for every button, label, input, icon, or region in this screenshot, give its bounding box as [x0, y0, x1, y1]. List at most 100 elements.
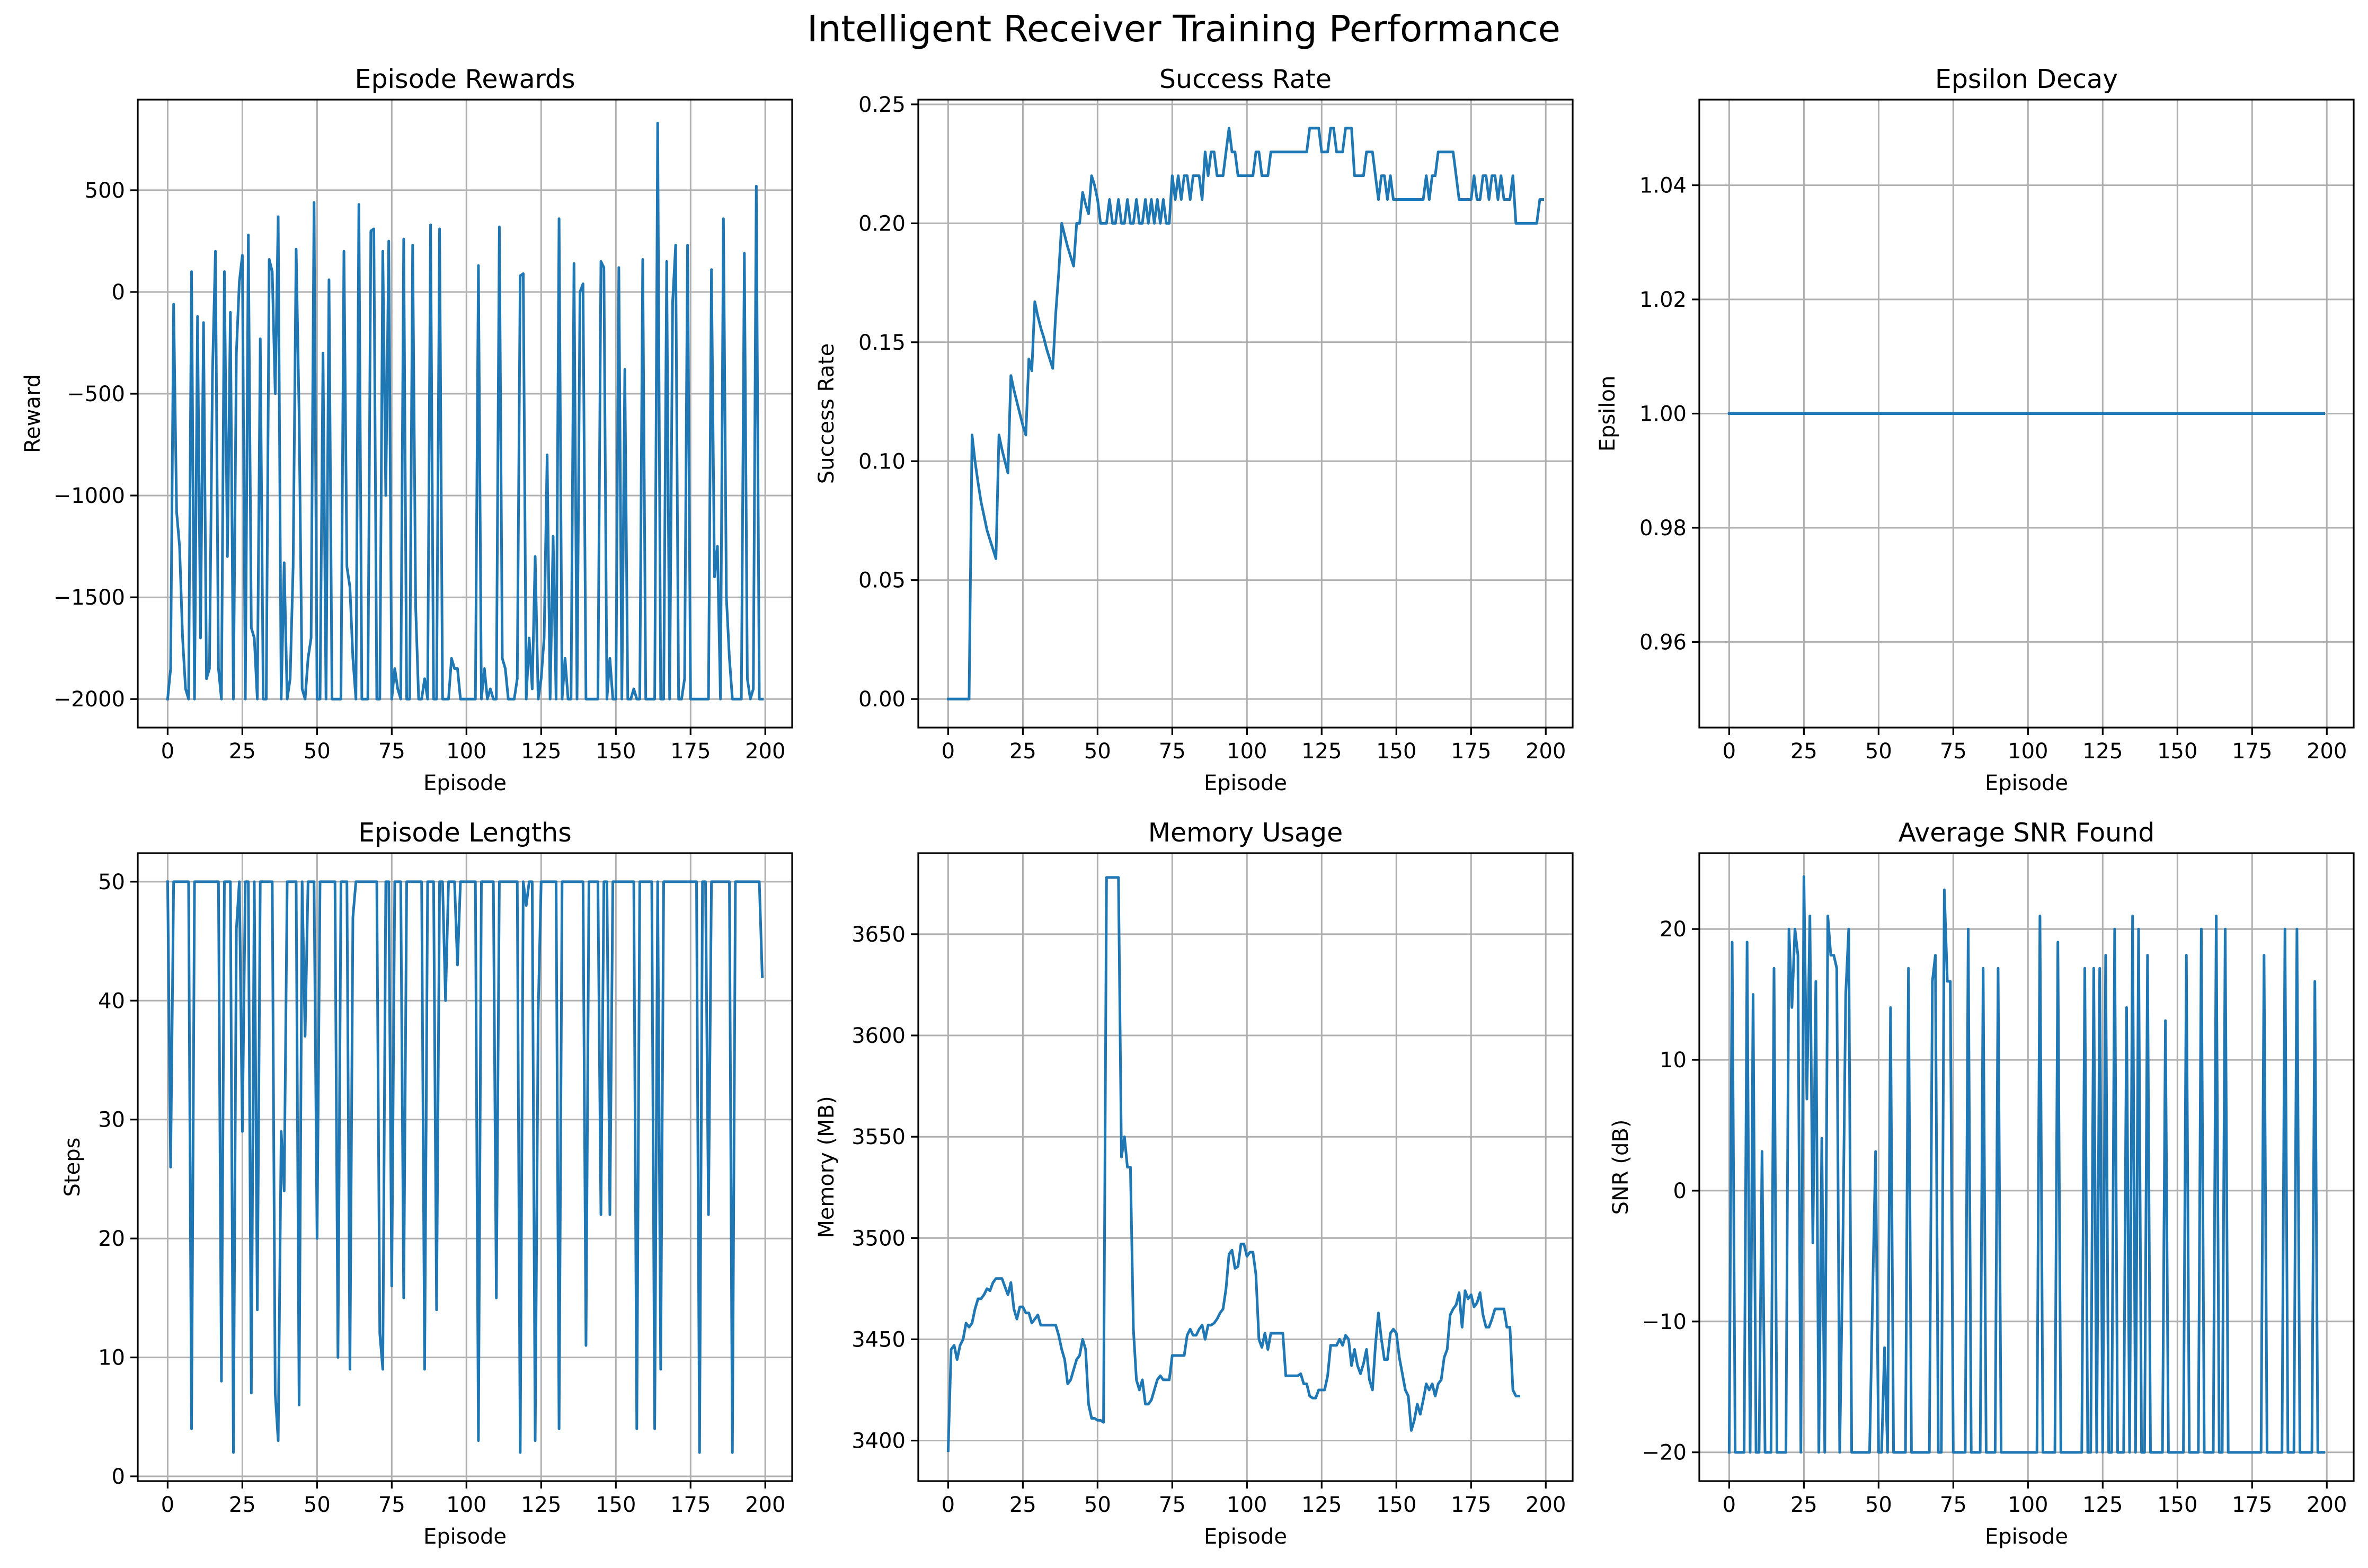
x-tick-label: 200 — [2307, 739, 2347, 764]
x-axis-label: Episode — [1204, 771, 1287, 795]
y-tick-label: 0.05 — [858, 569, 906, 593]
x-tick-label: 25 — [1009, 739, 1036, 764]
x-tick-label: 175 — [1451, 1493, 1491, 1517]
axes-frame — [917, 99, 1574, 729]
x-tick-label: 25 — [1790, 1493, 1817, 1517]
x-tick-label: 0 — [942, 739, 955, 764]
x-tick-label: 50 — [304, 1493, 331, 1517]
axes-frame — [917, 852, 1574, 1482]
y-tick-label: 3400 — [852, 1429, 906, 1454]
series-line — [166, 880, 764, 1454]
subplot-title: Success Rate — [1159, 64, 1332, 94]
x-tick-label: 0 — [1723, 739, 1736, 764]
x-tick-label: 100 — [446, 739, 486, 764]
x-tick-label: 0 — [161, 739, 174, 764]
x-tick-label: 125 — [2082, 1493, 2123, 1517]
y-tick-label: −20 — [1642, 1441, 1687, 1465]
x-axis-label: Episode — [423, 771, 507, 795]
x-tick-label: 150 — [1376, 1493, 1416, 1517]
subplot-title: Episode Rewards — [354, 64, 575, 94]
y-tick-label: 3500 — [852, 1226, 906, 1251]
y-tick-label: 0 — [112, 1465, 125, 1489]
series-line — [1727, 875, 2326, 1454]
axes-frame — [1698, 852, 2355, 1482]
y-tick-label: 3600 — [852, 1024, 906, 1048]
x-tick-label: 50 — [304, 739, 331, 764]
y-tick-label: 40 — [98, 989, 125, 1013]
y-axis-label: Epsilon — [1595, 376, 1620, 452]
y-axis-label: Steps — [60, 1138, 85, 1197]
x-axis-label: Episode — [1204, 1525, 1287, 1549]
y-tick-label: 0.96 — [1639, 630, 1687, 654]
subplot-title: Average SNR Found — [1899, 818, 2155, 848]
x-tick-label: 125 — [1301, 739, 1342, 764]
y-tick-label: 20 — [98, 1227, 125, 1251]
y-tick-label: −500 — [67, 382, 125, 406]
x-tick-label: 175 — [670, 739, 711, 764]
x-tick-label: 25 — [229, 1493, 256, 1517]
x-tick-label: 0 — [942, 1493, 955, 1517]
axes-frame — [137, 99, 793, 729]
x-tick-label: 175 — [670, 1493, 711, 1517]
y-tick-label: 20 — [1660, 917, 1687, 942]
x-tick-label: 125 — [2082, 739, 2123, 764]
x-tick-label: 125 — [521, 739, 561, 764]
x-tick-label: 100 — [2008, 1493, 2048, 1517]
x-tick-label: 25 — [229, 739, 256, 764]
x-axis-label: Episode — [1985, 771, 2068, 795]
x-tick-label: 75 — [378, 739, 405, 764]
y-tick-label: 3550 — [852, 1125, 906, 1149]
x-tick-label: 175 — [2232, 739, 2272, 764]
x-tick-label: 100 — [1227, 1493, 1267, 1517]
y-axis-label: Reward — [21, 374, 45, 453]
x-tick-label: 200 — [2307, 1493, 2347, 1517]
series-line — [166, 121, 764, 701]
x-tick-label: 50 — [1084, 739, 1111, 764]
x-tick-label: 150 — [596, 739, 636, 764]
y-tick-label: 0.25 — [858, 93, 906, 117]
subplot-epsilon-decay: 0 25 50 75 100 125 150 175 200 0.96 0.98 1.00 1.02 1.… — [1595, 64, 2355, 795]
x-tick-label: 50 — [1865, 739, 1892, 764]
subplot-title: Epsilon Decay — [1935, 64, 2118, 94]
y-tick-label: 0.98 — [1639, 516, 1687, 541]
x-tick-label: 200 — [1526, 1493, 1566, 1517]
y-tick-label: 50 — [98, 870, 125, 894]
x-tick-label: 150 — [1376, 739, 1416, 764]
y-tick-label: −10 — [1642, 1310, 1687, 1334]
x-tick-label: 75 — [1159, 1493, 1186, 1517]
subplot-episode-lengths: 0 25 50 75 100 125 150 175 200 0 10 20 30 40 50 Episode… — [60, 818, 793, 1549]
x-tick-label: 100 — [2008, 739, 2048, 764]
y-axis-label: SNR (dB) — [1609, 1120, 1633, 1215]
subplot-title: Episode Lengths — [358, 818, 572, 848]
x-tick-label: 25 — [1790, 739, 1817, 764]
x-tick-label: 0 — [1723, 1493, 1736, 1517]
series-line — [946, 127, 1545, 701]
figure-title: Intelligent Receiver Training Performanc… — [807, 8, 1560, 50]
x-tick-label: 200 — [745, 739, 785, 764]
y-axis-label: Memory (MB) — [814, 1096, 839, 1238]
y-tick-label: 0 — [112, 280, 125, 305]
x-tick-label: 50 — [1865, 1493, 1892, 1517]
y-tick-label: −1500 — [54, 586, 125, 610]
x-tick-label: 125 — [1301, 1493, 1342, 1517]
x-tick-label: 125 — [521, 1493, 561, 1517]
x-tick-label: 175 — [1451, 739, 1491, 764]
x-tick-label: 25 — [1009, 1493, 1036, 1517]
subplot-title: Memory Usage — [1148, 818, 1343, 848]
x-tick-label: 175 — [2232, 1493, 2272, 1517]
y-tick-label: 0.00 — [858, 687, 906, 712]
x-tick-label: 50 — [1084, 1493, 1111, 1517]
x-tick-label: 75 — [1159, 739, 1186, 764]
y-tick-label: 0.15 — [858, 331, 906, 355]
x-tick-label: 75 — [1940, 739, 1967, 764]
x-tick-label: 75 — [1940, 1493, 1967, 1517]
y-axis-label: Success Rate — [814, 343, 839, 484]
y-tick-label: 3450 — [852, 1327, 906, 1352]
x-axis-label: Episode — [1985, 1525, 2068, 1549]
y-tick-label: 1.02 — [1639, 288, 1687, 312]
subplot-average-snr: 0 25 50 75 100 125 150 175 200 −20 −10 0 10 20 Average… — [1609, 818, 2355, 1549]
y-tick-label: 10 — [1660, 1048, 1687, 1073]
x-tick-label: 0 — [161, 1493, 174, 1517]
